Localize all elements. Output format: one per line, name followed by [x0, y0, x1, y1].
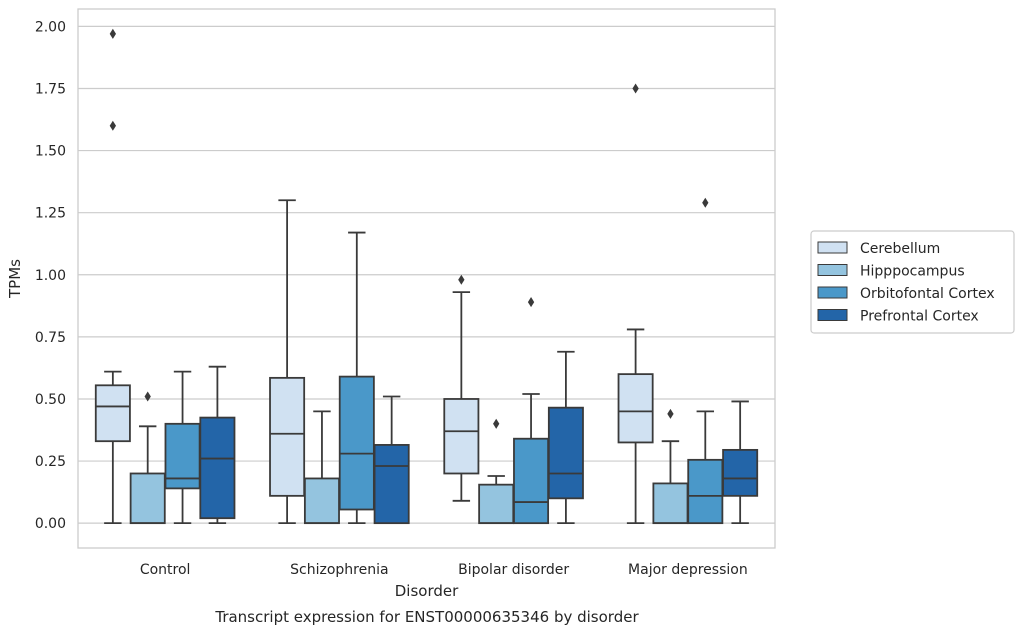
legend-label: Orbitofontal Cortex	[860, 286, 995, 302]
outlier-point	[527, 297, 535, 308]
box-orbitofontal-cortex-major-depression	[687, 197, 724, 525]
y-tick-label: 2.00	[35, 19, 66, 35]
box-hipppocampus-control	[129, 391, 166, 525]
legend-label: Cerebellum	[860, 241, 940, 257]
outlier-point	[144, 391, 151, 402]
legend-swatch	[817, 286, 848, 299]
box-iqr	[478, 483, 515, 525]
y-tick-label: 1.25	[35, 206, 66, 222]
box-iqr	[513, 437, 550, 525]
outlier-point	[493, 418, 500, 429]
box-cerebellum-major-depression	[617, 83, 654, 525]
box-iqr	[338, 375, 375, 511]
box-orbitofontal-cortex-control	[164, 370, 201, 525]
chart-caption: Transcript expression for ENST0000063534…	[214, 608, 639, 626]
box-iqr	[303, 477, 340, 525]
y-tick-label: 0.75	[35, 330, 66, 346]
y-tick-label: 0.50	[35, 392, 66, 408]
box-iqr	[547, 406, 584, 500]
y-tick-label: 1.50	[35, 144, 66, 160]
box-prefrontal-cortex-schizophrenia	[373, 395, 410, 525]
y-tick-label: 0.00	[35, 516, 66, 532]
box-iqr	[199, 416, 236, 520]
x-tick-labels: Control Schizophrenia Bipolar disorder Majo…	[140, 562, 748, 578]
box-cerebellum-schizophrenia	[269, 199, 306, 525]
box-prefrontal-cortex-bipolar-disorder	[547, 350, 584, 525]
outlier-point	[667, 408, 674, 419]
x-tick-label: Control	[140, 562, 191, 578]
legend-swatch	[817, 241, 848, 254]
x-tick-label: Bipolar disorder	[458, 562, 569, 578]
legend-frame	[810, 230, 1015, 334]
legend-item: Cerebellum	[817, 241, 940, 257]
legend-item: Prefrontal Cortex	[817, 309, 979, 325]
y-tick-label: 1.00	[35, 268, 66, 284]
legend: Cerebellum Hipppocampus Orbitofontal Corte…	[810, 230, 1015, 334]
y-tick-labels: 0.00 0.25 0.50 0.75 1.00 1.25 1.50 1.75 2.00	[35, 19, 66, 532]
x-axis-label: Disorder	[395, 582, 459, 600]
outlier-point	[109, 120, 116, 131]
outlier-point	[632, 83, 639, 94]
box-iqr	[373, 444, 410, 525]
box-hipppocampus-bipolar-disorder	[478, 418, 515, 525]
box-orbitofontal-cortex-schizophrenia	[338, 231, 375, 525]
box-prefrontal-cortex-control	[199, 365, 236, 525]
box-iqr	[617, 373, 654, 444]
box-iqr	[94, 384, 131, 443]
outlier-point	[109, 28, 116, 39]
outlier-point	[458, 274, 465, 285]
plot-frame	[77, 8, 776, 549]
box-iqr	[269, 376, 306, 497]
y-tick-label: 1.75	[35, 81, 66, 97]
y-axis-label: TPMs	[6, 259, 24, 299]
box-iqr	[129, 472, 166, 525]
box-cerebellum-bipolar-disorder	[443, 274, 480, 502]
box-iqr	[443, 398, 480, 475]
y-tick-label: 0.25	[35, 454, 66, 470]
box-hipppocampus-major-depression	[652, 408, 689, 525]
legend-swatch	[817, 264, 848, 276]
legend-item: Hipppocampus	[817, 264, 965, 280]
legend-label: Prefrontal Cortex	[860, 309, 979, 325]
legend-label: Hipppocampus	[860, 264, 965, 280]
box-prefrontal-cortex-major-depression	[722, 400, 759, 525]
box-hipppocampus-schizophrenia	[303, 410, 340, 525]
box-cerebellum-control	[94, 28, 131, 525]
box-iqr	[687, 458, 724, 525]
box-orbitofontal-cortex-bipolar-disorder	[513, 297, 550, 525]
x-tick-label: Major depression	[628, 562, 748, 578]
legend-swatch	[817, 309, 848, 321]
x-tick-label: Schizophrenia	[290, 562, 388, 578]
legend-item: Orbitofontal Cortex	[817, 286, 995, 302]
box-iqr	[722, 448, 759, 497]
box-groups	[94, 28, 759, 525]
box-iqr	[652, 482, 689, 525]
outlier-point	[702, 197, 709, 208]
